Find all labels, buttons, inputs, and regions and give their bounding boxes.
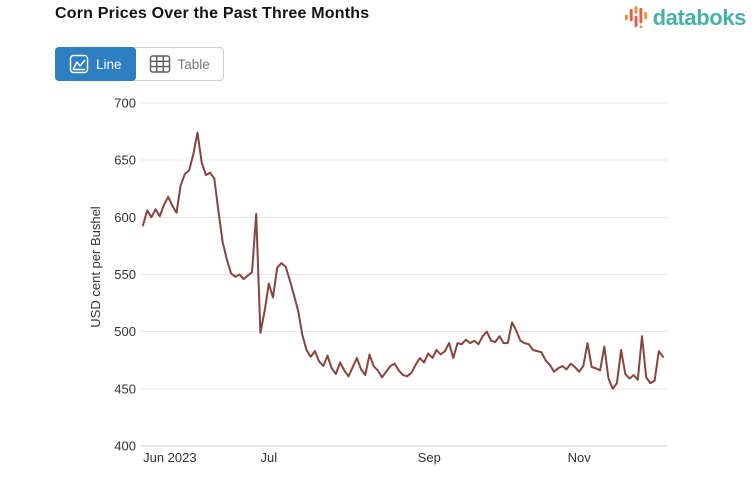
table-view-label: Table <box>177 56 210 72</box>
databoks-logo-icon <box>624 5 647 29</box>
y-tick-label: 600 <box>114 210 136 225</box>
x-tick-label: Nov <box>568 450 592 465</box>
x-tick-label: Jul <box>261 450 278 465</box>
databoks-logo[interactable]: databoks <box>624 4 746 31</box>
table-icon <box>149 55 170 73</box>
y-tick-label: 400 <box>114 439 136 454</box>
y-axis-tick-labels: 400 450 500 550 600 650 700 <box>114 96 136 454</box>
y-tick-label: 550 <box>114 267 136 282</box>
y-tick-label: 500 <box>114 324 136 339</box>
y-tick-label: 450 <box>114 381 136 396</box>
line-view-button[interactable]: Line <box>55 47 136 81</box>
gridlines <box>141 102 667 447</box>
page-title: Corn Prices Over the Past Three Months <box>55 5 370 22</box>
price-line-series <box>142 131 664 390</box>
y-tick-label: 650 <box>114 153 136 168</box>
y-axis-title: USD cent per Bushel <box>88 206 103 328</box>
table-view-button[interactable]: Table <box>131 47 224 81</box>
y-tick-label: 700 <box>114 96 136 111</box>
x-tick-label: Jun 2023 <box>143 450 197 465</box>
line-view-label: Line <box>96 56 122 72</box>
x-axis-tick-labels: Jun 2023 Jul Sep Nov <box>143 450 591 465</box>
line-chart-icon <box>69 54 89 74</box>
databoks-logo-text: databoks <box>652 5 747 30</box>
x-tick-label: Sep <box>418 450 441 465</box>
view-toggle-group: Line Table <box>55 47 224 81</box>
